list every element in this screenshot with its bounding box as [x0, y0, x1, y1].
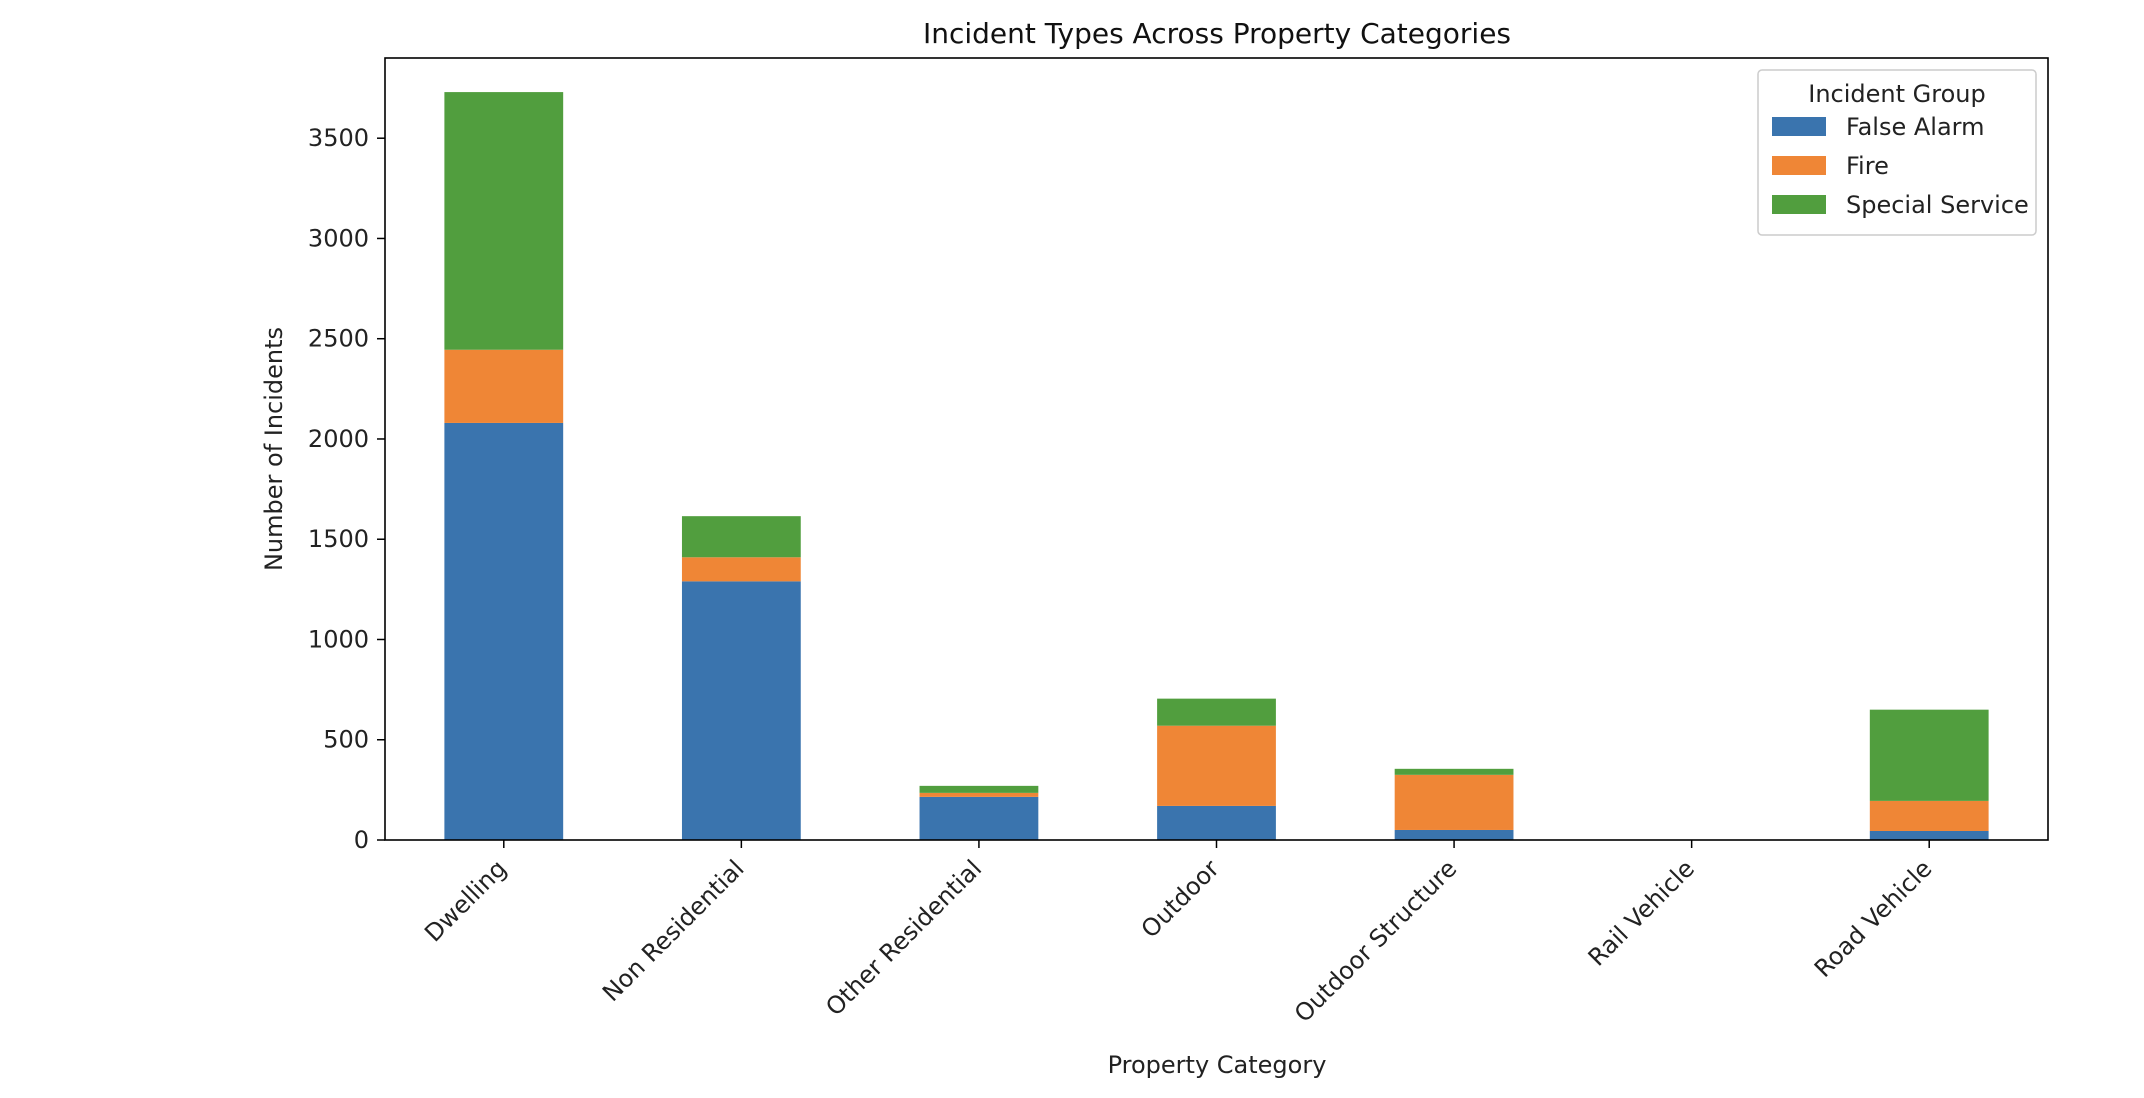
x-tick-label: Rail Vehicle — [1583, 854, 1700, 971]
bar-false-alarm-other-residential — [919, 796, 1039, 840]
bar-fire-outdoor — [1157, 725, 1276, 806]
x-tick-label: Non Residential — [597, 854, 750, 1007]
legend-items: False Alarm Fire Special Service — [1772, 113, 2029, 219]
bar-fire-outdoor-structure — [1394, 774, 1514, 830]
x-tick-label: Dwelling — [419, 854, 512, 947]
x-tick-label: Road Vehicle — [1809, 854, 1937, 982]
y-tick-label: 1000 — [308, 625, 369, 653]
bar-special-service-other-residential — [919, 785, 1039, 793]
legend-label-fire: Fire — [1846, 152, 1889, 180]
legend-swatch-special-service — [1772, 195, 1826, 214]
bar-special-service-road-vehicle — [1869, 709, 1989, 801]
y-tick-label: 2500 — [308, 325, 369, 353]
plot-area-frame — [384, 57, 2049, 841]
legend: Incident Group False Alarm Fire Special Se… — [1757, 69, 2037, 236]
x-tick-label: Other Residential — [820, 854, 987, 1021]
legend-label-false-alarm: False Alarm — [1846, 113, 1985, 141]
bar-false-alarm-road-vehicle — [1869, 830, 1989, 840]
bar-fire-other-residential — [919, 792, 1039, 797]
bar-special-service-non-residential — [681, 516, 801, 558]
bar-fire-non-residential — [681, 557, 801, 582]
y-tick-label: 1500 — [308, 525, 369, 553]
bars-group — [444, 92, 1989, 840]
bar-fire-dwelling — [444, 349, 564, 423]
y-tick-label: 500 — [323, 726, 369, 754]
bar-special-service-outdoor-structure — [1394, 768, 1514, 775]
bar-false-alarm-non-residential — [681, 581, 801, 840]
legend-swatch-false-alarm — [1772, 117, 1826, 136]
bar-special-service-outdoor — [1157, 698, 1276, 726]
bar-false-alarm-outdoor-structure — [1394, 829, 1514, 840]
x-axis-label: Property Category — [1108, 1051, 1327, 1079]
bar-fire-road-vehicle — [1869, 800, 1989, 831]
x-axis: Dwelling Non Residential Other Residential… — [419, 840, 1937, 1028]
y-tick-label: 2000 — [308, 425, 369, 453]
chart-title: Incident Types Across Property Categorie… — [923, 17, 1511, 50]
y-axis: 0 500 1000 1500 2000 2500 3000 3500 — [308, 124, 385, 854]
y-tick-label: 3500 — [308, 124, 369, 152]
y-axis-label: Number of Incidents — [260, 327, 288, 571]
legend-swatch-fire — [1772, 156, 1826, 175]
bar-false-alarm-outdoor — [1157, 805, 1276, 840]
y-tick-label: 0 — [354, 826, 369, 854]
legend-box — [1757, 69, 2037, 236]
y-tick-label: 3000 — [308, 224, 369, 252]
x-tick-label: Outdoor — [1136, 854, 1225, 943]
legend-title: Incident Group — [1808, 80, 1985, 108]
bar-false-alarm-dwelling — [444, 422, 564, 840]
x-tick-label: Outdoor Structure — [1289, 854, 1462, 1027]
legend-label-special-service: Special Service — [1846, 191, 2029, 219]
bar-special-service-dwelling — [444, 92, 564, 350]
